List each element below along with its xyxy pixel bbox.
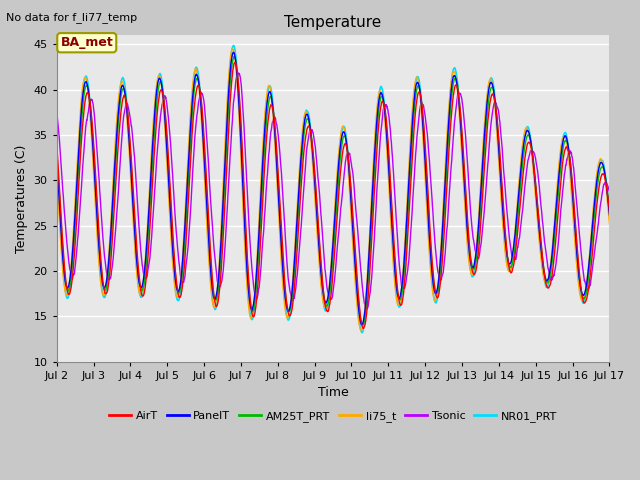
PanelT — [494, 136, 502, 142]
Y-axis label: Temperatures (C): Temperatures (C) — [15, 144, 28, 252]
li75_t — [605, 220, 613, 226]
AirT — [360, 325, 367, 331]
AM25T_PRT — [557, 161, 565, 167]
NR01_PRT — [230, 43, 237, 48]
NR01_PRT — [362, 310, 369, 315]
AM25T_PRT — [207, 261, 214, 266]
AirT — [362, 320, 369, 325]
NR01_PRT — [349, 234, 357, 240]
PanelT — [358, 322, 365, 328]
Line: AM25T_PRT: AM25T_PRT — [57, 57, 609, 325]
AM25T_PRT — [349, 222, 357, 228]
li75_t — [349, 248, 357, 253]
Tsonic — [234, 69, 241, 75]
Tsonic — [362, 303, 369, 309]
AM25T_PRT — [494, 130, 502, 135]
li75_t — [357, 327, 365, 333]
AM25T_PRT — [605, 208, 613, 214]
AirT — [494, 126, 502, 132]
NR01_PRT — [53, 156, 61, 161]
Line: PanelT: PanelT — [57, 52, 609, 325]
AirT — [207, 254, 214, 260]
NR01_PRT — [207, 277, 214, 283]
NR01_PRT — [557, 147, 565, 153]
li75_t — [229, 46, 237, 52]
AM25T_PRT — [53, 146, 61, 152]
li75_t — [53, 170, 61, 176]
li75_t — [362, 300, 369, 306]
PanelT — [573, 245, 580, 251]
li75_t — [207, 285, 214, 291]
NR01_PRT — [573, 249, 580, 255]
PanelT — [557, 152, 565, 157]
Tsonic — [557, 205, 565, 211]
Tsonic — [53, 108, 61, 114]
AirT — [573, 235, 580, 241]
AirT — [557, 176, 565, 182]
PanelT — [230, 49, 237, 55]
NR01_PRT — [494, 135, 502, 141]
AM25T_PRT — [230, 54, 238, 60]
Line: NR01_PRT: NR01_PRT — [57, 46, 609, 333]
Tsonic — [207, 201, 214, 207]
PanelT — [349, 232, 357, 238]
Tsonic — [363, 306, 371, 312]
li75_t — [557, 143, 565, 149]
Legend: AirT, PanelT, AM25T_PRT, li75_t, Tsonic, NR01_PRT: AirT, PanelT, AM25T_PRT, li75_t, Tsonic,… — [104, 407, 562, 426]
PanelT — [207, 271, 214, 276]
AirT — [53, 141, 61, 146]
AM25T_PRT — [573, 239, 580, 244]
Tsonic — [494, 107, 502, 112]
Text: No data for f_li77_temp: No data for f_li77_temp — [6, 12, 138, 23]
li75_t — [573, 260, 580, 265]
Tsonic — [349, 174, 357, 180]
AirT — [349, 216, 357, 222]
Tsonic — [573, 196, 580, 202]
AirT — [231, 60, 239, 65]
NR01_PRT — [358, 330, 366, 336]
Title: Temperature: Temperature — [284, 15, 381, 30]
PanelT — [53, 156, 61, 162]
Text: BA_met: BA_met — [60, 36, 113, 49]
Line: Tsonic: Tsonic — [57, 72, 609, 309]
AM25T_PRT — [362, 310, 369, 316]
PanelT — [362, 303, 369, 309]
NR01_PRT — [605, 212, 613, 218]
AirT — [605, 207, 613, 213]
Line: AirT: AirT — [57, 62, 609, 328]
Tsonic — [605, 189, 613, 194]
PanelT — [605, 212, 613, 217]
Line: li75_t: li75_t — [57, 49, 609, 330]
X-axis label: Time: Time — [317, 386, 348, 399]
AM25T_PRT — [359, 322, 367, 328]
li75_t — [494, 149, 502, 155]
